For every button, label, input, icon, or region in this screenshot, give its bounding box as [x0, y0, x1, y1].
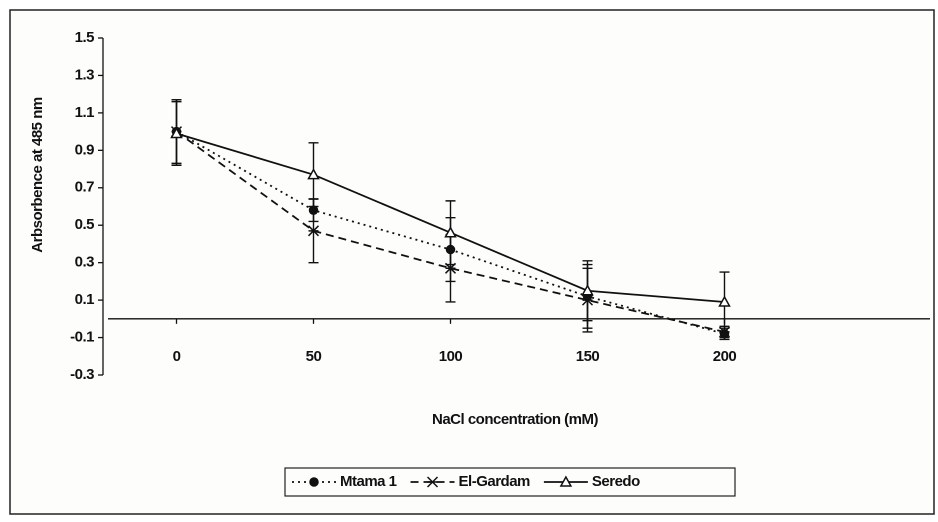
- marker: [444, 226, 457, 238]
- y-tick-label: 1.3: [75, 66, 95, 83]
- chart-frame: [9, 9, 935, 515]
- x-tick-label: 50: [306, 348, 322, 365]
- marker: [581, 284, 594, 296]
- legend-marker: [427, 476, 439, 488]
- marker: [307, 168, 320, 180]
- legend-label: Mtama 1: [340, 473, 397, 490]
- x-tick-label: 200: [713, 348, 737, 365]
- x-tick-label: 150: [576, 348, 600, 365]
- series-line: [175, 130, 725, 333]
- x-tick-label: 0: [173, 348, 181, 365]
- marker: [170, 126, 183, 139]
- y-tick-label: -0.1: [70, 329, 94, 346]
- legend-label: El-Gardam: [459, 473, 531, 490]
- y-tick-label: 1.5: [75, 29, 95, 46]
- y-axis-label: Arbsorbence at 485 nm: [29, 97, 46, 253]
- legend-label: Seredo: [592, 473, 640, 490]
- y-tick-label: 1.1: [75, 104, 95, 121]
- legend-marker: [559, 475, 573, 487]
- y-tick-label: 0.1: [75, 291, 95, 308]
- x-tick-label: 100: [439, 348, 463, 365]
- y-tick-label: 0.5: [75, 216, 95, 233]
- marker: [718, 295, 731, 307]
- y-tick-label: 0.7: [75, 179, 95, 196]
- y-tick-label: -0.3: [70, 366, 94, 383]
- marker: [307, 225, 320, 237]
- legend-marker: [309, 477, 319, 487]
- y-tick-label: 0.9: [75, 141, 95, 158]
- x-axis-label: NaCl concentration (mM): [432, 411, 599, 428]
- y-tick-label: 0.3: [75, 254, 95, 271]
- legend-box: [284, 467, 736, 497]
